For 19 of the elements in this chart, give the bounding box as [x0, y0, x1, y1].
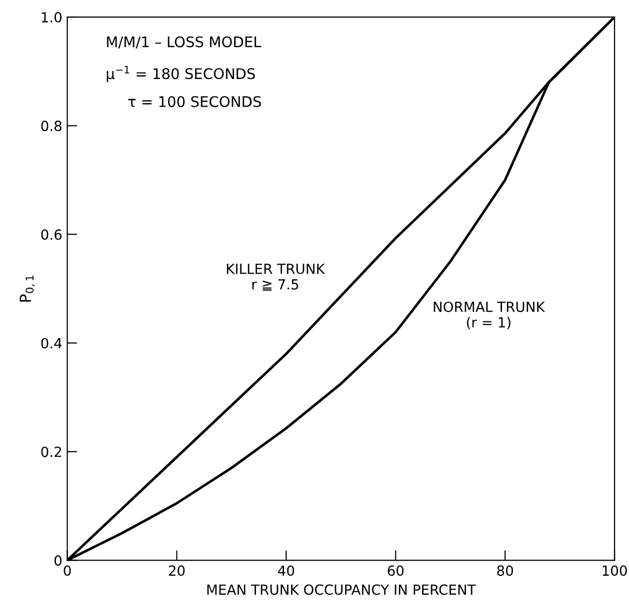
annotation: KILLER TRUNK r ≧ 7.5	[226, 264, 326, 291]
annotation: NORMAL TRUNK (r = 1)	[434, 302, 546, 330]
y-tick-label: 0.4	[41, 338, 62, 348]
y-axis-title: P$_{0,1}$	[20, 276, 35, 302]
annotation: M/M/1 – LOSS MODEL	[107, 36, 262, 48]
x-tick-label: 80	[497, 565, 513, 576]
y-tick-label: 1.0	[42, 12, 62, 23]
annotation: τ = 100 SECONDS	[128, 96, 261, 108]
x-axis-title: MEAN TRUNK OCCUPANCY IN PERCENT	[207, 584, 476, 595]
x-tick-label: 40	[278, 565, 294, 576]
x-tick-label: 100	[602, 565, 627, 576]
y-tick-label: 0.8	[41, 120, 62, 132]
x-tick-label: 20	[168, 565, 185, 576]
x-tick-label: 0	[64, 565, 71, 576]
y-tick-label: 0.6	[41, 229, 62, 240]
y-tick-label: 0.2	[41, 446, 62, 458]
y-tick-label: 0	[54, 555, 62, 566]
x-tick-label: 60	[388, 565, 404, 576]
annotation: μ$^{−1}$ = 180 SECONDS	[106, 66, 255, 82]
